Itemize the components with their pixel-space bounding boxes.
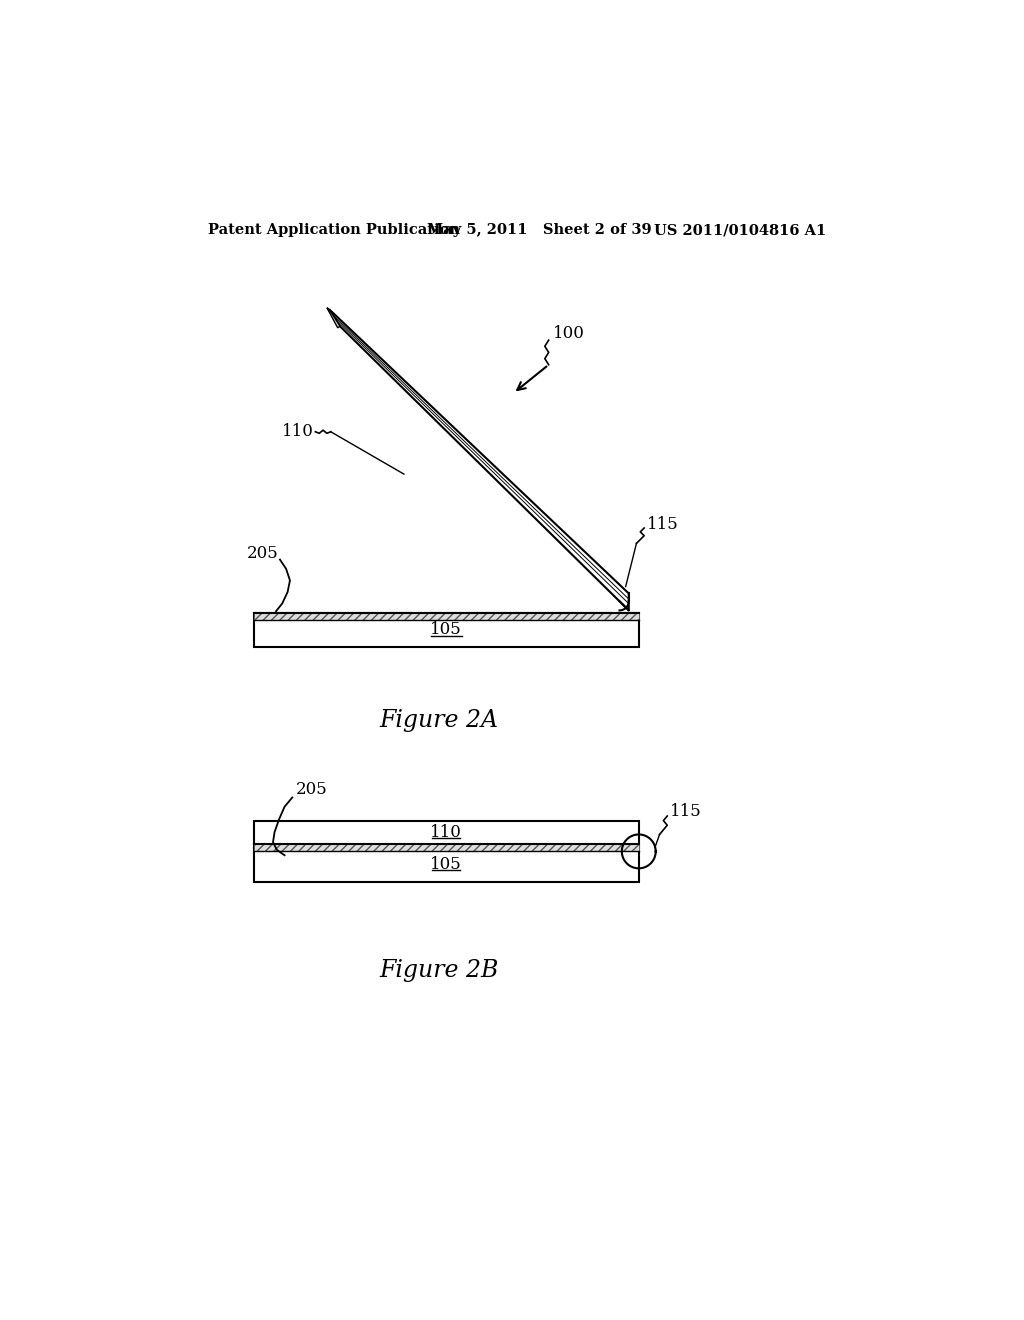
Polygon shape [327,308,340,327]
Text: 105: 105 [430,622,462,638]
Text: Figure 2B: Figure 2B [379,960,499,982]
Text: 110: 110 [430,824,462,841]
Text: May 5, 2011   Sheet 2 of 39: May 5, 2011 Sheet 2 of 39 [427,223,651,238]
Text: Figure 2A: Figure 2A [379,709,498,733]
Bar [254,821,639,847]
Text: 205: 205 [296,781,328,799]
Text: US 2011/0104816 A1: US 2011/0104816 A1 [654,223,826,238]
Text: 105: 105 [430,855,462,873]
Bar [254,843,639,851]
Bar [254,612,639,647]
Polygon shape [330,309,629,610]
Text: 110: 110 [282,424,313,441]
Text: 100: 100 [553,326,585,342]
Text: 115: 115 [670,803,701,820]
Text: Patent Application Publication: Patent Application Publication [208,223,460,238]
Bar [254,612,639,620]
Text: 205: 205 [247,545,279,562]
Bar [254,847,639,882]
Text: 115: 115 [646,516,678,533]
